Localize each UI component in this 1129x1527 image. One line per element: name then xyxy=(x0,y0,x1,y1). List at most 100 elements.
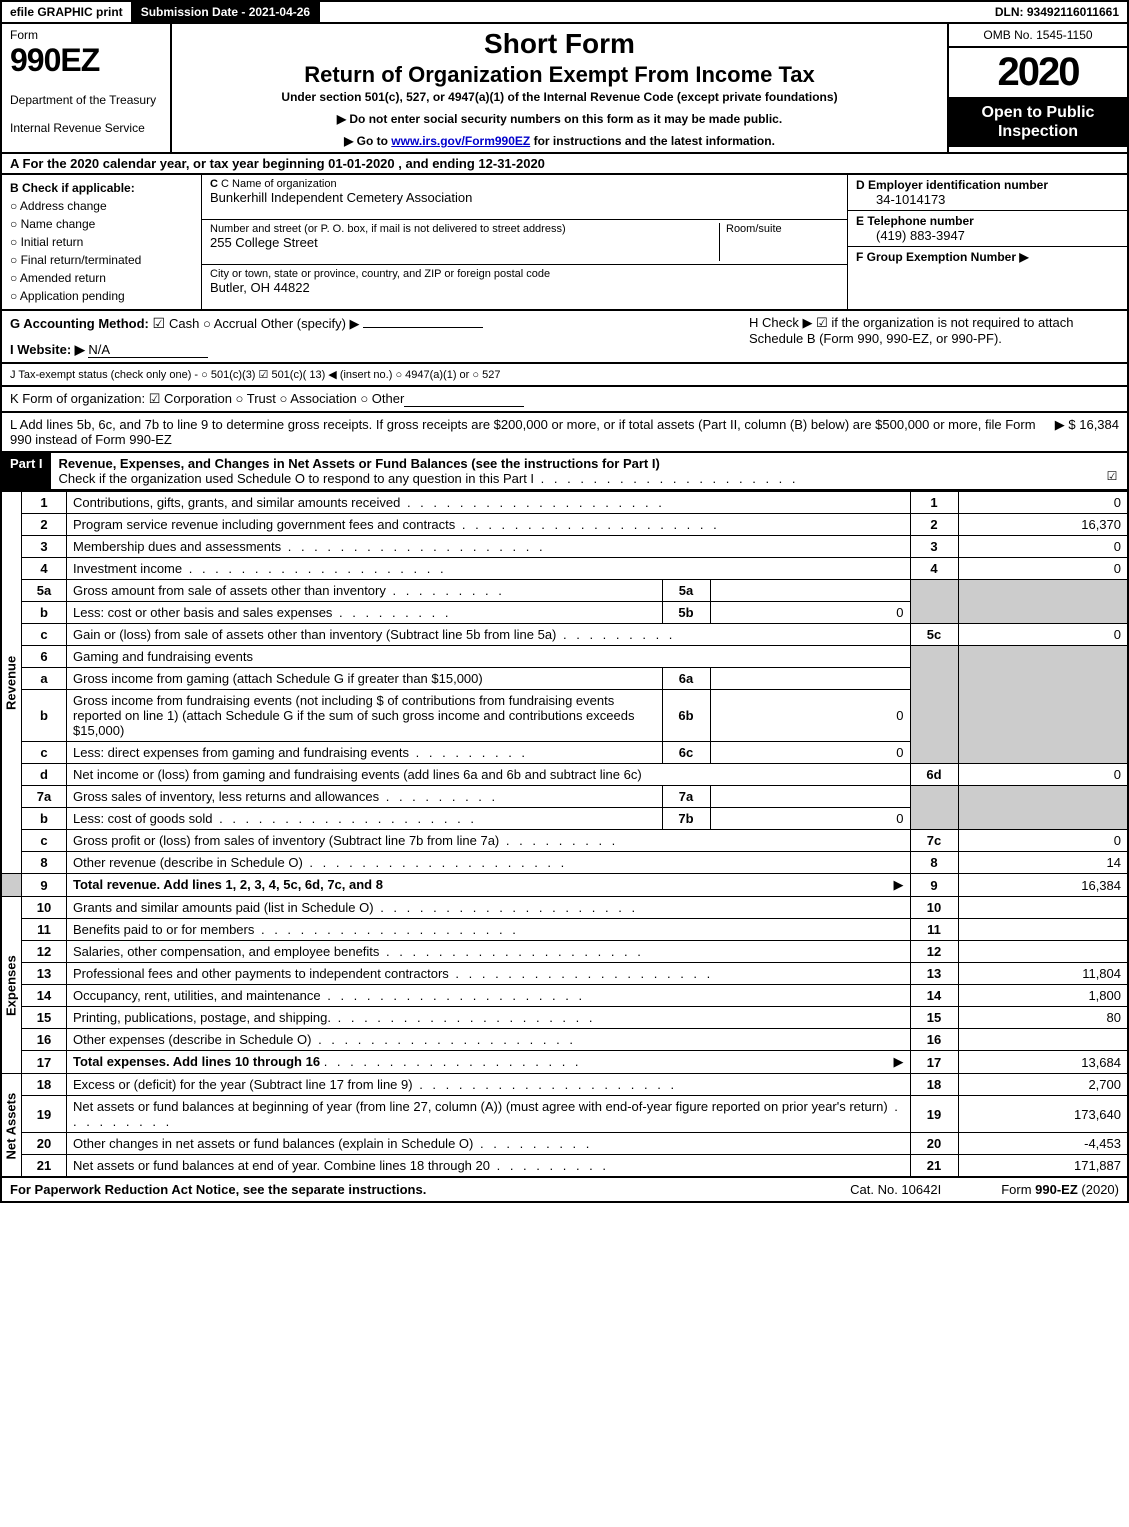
f-label: F Group Exemption Number ▶ xyxy=(856,250,1119,264)
subtitle: Under section 501(c), 527, or 4947(a)(1)… xyxy=(180,90,939,104)
dln: DLN: 93492116011661 xyxy=(987,2,1127,22)
title-return: Return of Organization Exempt From Incom… xyxy=(180,62,939,88)
g-label: G Accounting Method: xyxy=(10,316,149,331)
line-6b-desc: Gross income from fundraising events (no… xyxy=(67,690,663,742)
line-7a-sublbl: 7a xyxy=(662,786,710,808)
line-16-lbl: 16 xyxy=(910,1029,958,1051)
goto-pre: ▶ Go to xyxy=(344,134,391,148)
line-6c-desc: Less: direct expenses from gaming and fu… xyxy=(67,742,663,764)
c-name-label: C Name of organization xyxy=(221,178,337,190)
efile-print-button[interactable]: efile GRAPHIC print xyxy=(2,2,133,22)
k-form-org: K Form of organization: ☑ Corporation ○ … xyxy=(0,387,1129,413)
line-6a-subval xyxy=(710,668,910,690)
line-17-num: 17 xyxy=(22,1051,67,1074)
line-7b-subval: 0 xyxy=(710,808,910,830)
omb-number: OMB No. 1545-1150 xyxy=(949,24,1127,48)
section-b: B Check if applicable: Address change Na… xyxy=(2,175,202,309)
form-header: Form 990EZ Department of the Treasury In… xyxy=(0,24,1129,154)
telephone: (419) 883-3947 xyxy=(856,228,1119,243)
b-name-change[interactable]: Name change xyxy=(10,215,193,233)
line-13-val: 11,804 xyxy=(958,963,1128,985)
b-address-change[interactable]: Address change xyxy=(10,197,193,215)
website: N/A xyxy=(88,342,208,358)
line-5c-val: 0 xyxy=(958,624,1128,646)
line-10-lbl: 10 xyxy=(910,897,958,919)
line-6b-sublbl: 6b xyxy=(662,690,710,742)
line-5b-sublbl: 5b xyxy=(662,602,710,624)
line-13-desc: Professional fees and other payments to … xyxy=(67,963,911,985)
line-13-num: 13 xyxy=(22,963,67,985)
goto-line: ▶ Go to www.irs.gov/Form990EZ for instru… xyxy=(180,134,939,148)
line-14-val: 1,800 xyxy=(958,985,1128,1007)
line-5c-desc: Gain or (loss) from sale of assets other… xyxy=(67,624,911,646)
part1-checkbox[interactable]: ☑ xyxy=(1097,453,1127,489)
revenue-label: Revenue xyxy=(1,492,22,874)
line-18-lbl: 18 xyxy=(910,1074,958,1096)
line-6d-num: d xyxy=(22,764,67,786)
line-6-num: 6 xyxy=(22,646,67,668)
line-18-val: 2,700 xyxy=(958,1074,1128,1096)
line-19-lbl: 19 xyxy=(910,1096,958,1133)
c-city-label: City or town, state or province, country… xyxy=(210,268,839,280)
footer-paperwork: For Paperwork Reduction Act Notice, see … xyxy=(10,1182,426,1197)
line-6c-sublbl: 6c xyxy=(662,742,710,764)
line-6a-sublbl: 6a xyxy=(662,668,710,690)
d-label: D Employer identification number xyxy=(856,178,1119,192)
line-14-desc: Occupancy, rent, utilities, and maintena… xyxy=(67,985,911,1007)
header-right: OMB No. 1545-1150 2020 Open to Public In… xyxy=(947,24,1127,152)
line-21-val: 171,887 xyxy=(958,1155,1128,1178)
line-10-val xyxy=(958,897,1128,919)
line-2-lbl: 2 xyxy=(910,514,958,536)
c-addr-label: Number and street (or P. O. box, if mail… xyxy=(210,223,719,235)
b-initial-return[interactable]: Initial return xyxy=(10,233,193,251)
g-other[interactable]: Other (specify) ▶ xyxy=(261,316,360,331)
line-15-val: 80 xyxy=(958,1007,1128,1029)
org-name: Bunkerhill Independent Cemetery Associat… xyxy=(210,190,839,205)
b-title: B Check if applicable: xyxy=(10,179,193,197)
line-5a-subval xyxy=(710,580,910,602)
line-17-desc: Total expenses. Add lines 10 through 16 … xyxy=(67,1051,911,1074)
part1-label: Part I xyxy=(2,453,51,489)
title-short-form: Short Form xyxy=(180,28,939,60)
line-6b-num: b xyxy=(22,690,67,742)
org-city: Butler, OH 44822 xyxy=(210,280,839,295)
l-amount: ▶ $ 16,384 xyxy=(1055,417,1119,447)
line-15-num: 15 xyxy=(22,1007,67,1029)
line-1-num: 1 xyxy=(22,492,67,514)
j-tax-exempt: J Tax-exempt status (check only one) - ○… xyxy=(0,364,1129,387)
line-19-val: 173,640 xyxy=(958,1096,1128,1133)
line-17-val: 13,684 xyxy=(958,1051,1128,1074)
line-18-desc: Excess or (deficit) for the year (Subtra… xyxy=(67,1074,911,1096)
irs-link[interactable]: www.irs.gov/Form990EZ xyxy=(391,134,530,148)
line-12-lbl: 12 xyxy=(910,941,958,963)
line-1-desc: Contributions, gifts, grants, and simila… xyxy=(67,492,911,514)
line-8-lbl: 8 xyxy=(910,852,958,874)
dept-irs: Internal Revenue Service xyxy=(10,121,162,135)
expenses-label: Expenses xyxy=(1,897,22,1074)
line-20-desc: Other changes in net assets or fund bala… xyxy=(67,1133,911,1155)
form-word: Form xyxy=(10,28,162,42)
line-9-desc: Total revenue. Add lines 1, 2, 3, 4, 5c,… xyxy=(67,874,911,897)
line-11-val xyxy=(958,919,1128,941)
line-8-val: 14 xyxy=(958,852,1128,874)
line-6a-num: a xyxy=(22,668,67,690)
form-number: 990EZ xyxy=(10,42,162,79)
line-4-val: 0 xyxy=(958,558,1128,580)
k-text: K Form of organization: ☑ Corporation ○ … xyxy=(10,391,404,407)
line-15-lbl: 15 xyxy=(910,1007,958,1029)
line-16-val xyxy=(958,1029,1128,1051)
tax-year: 2020 xyxy=(949,48,1127,97)
b-amended-return[interactable]: Amended return xyxy=(10,269,193,287)
g-cash[interactable]: Cash xyxy=(153,316,200,331)
g-accrual[interactable]: Accrual xyxy=(203,316,257,331)
line-7a-desc: Gross sales of inventory, less returns a… xyxy=(67,786,663,808)
dept-treasury: Department of the Treasury xyxy=(10,93,162,107)
line-11-num: 11 xyxy=(22,919,67,941)
b-final-return[interactable]: Final return/terminated xyxy=(10,251,193,269)
line-8-desc: Other revenue (describe in Schedule O) xyxy=(67,852,911,874)
header-left: Form 990EZ Department of the Treasury In… xyxy=(2,24,172,152)
line-13-lbl: 13 xyxy=(910,963,958,985)
line-20-num: 20 xyxy=(22,1133,67,1155)
b-application-pending[interactable]: Application pending xyxy=(10,287,193,305)
line-4-num: 4 xyxy=(22,558,67,580)
